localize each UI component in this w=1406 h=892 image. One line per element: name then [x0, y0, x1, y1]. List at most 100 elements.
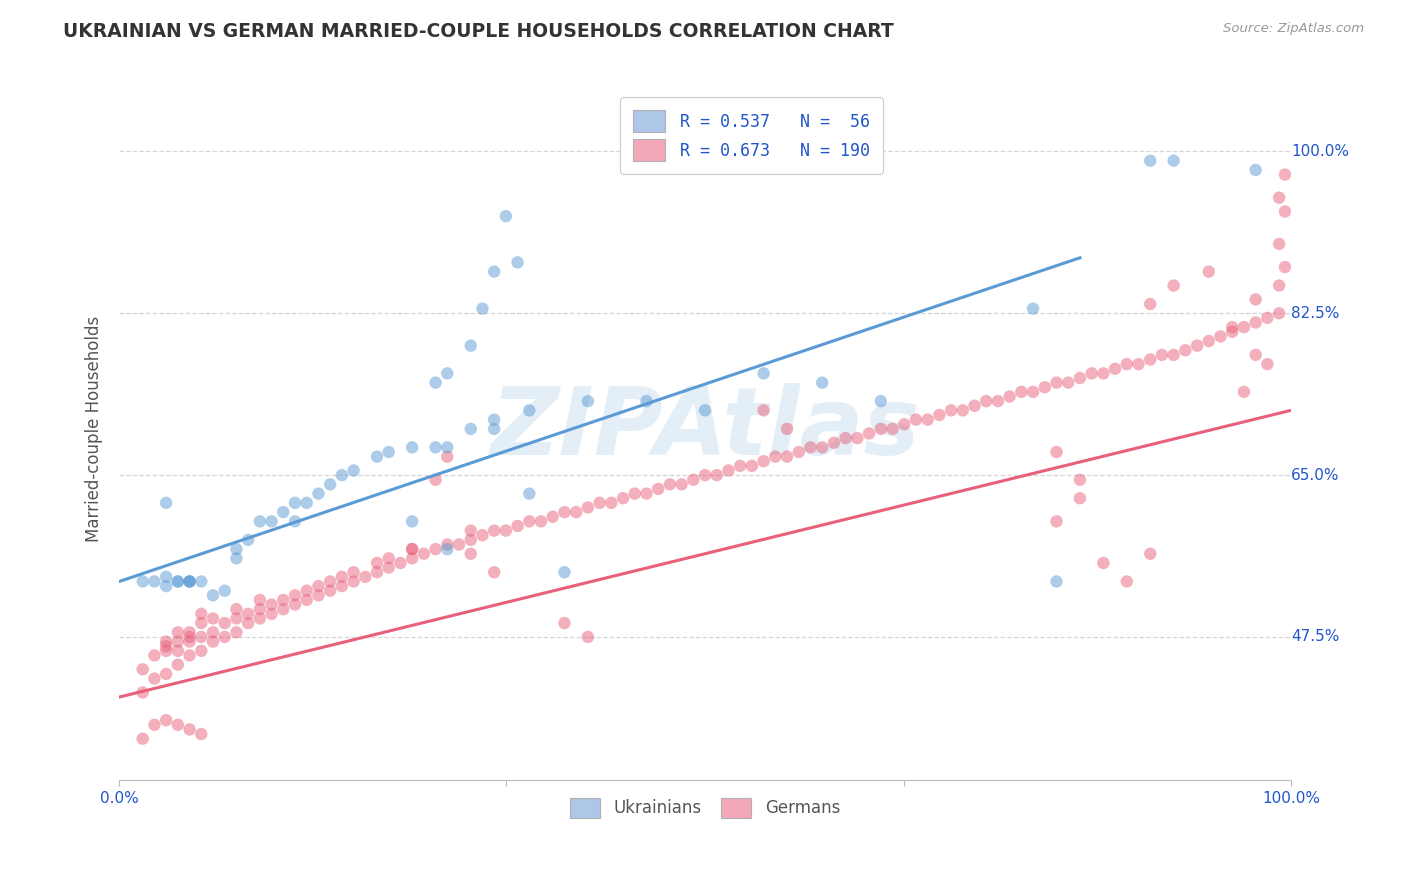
Point	[506, 519, 529, 533]
Point	[155, 667, 177, 681]
Point	[447, 537, 470, 551]
Point	[166, 644, 188, 658]
Point	[143, 574, 166, 589]
Point	[295, 593, 318, 607]
Text: Source: ZipAtlas.com: Source: ZipAtlas.com	[1223, 22, 1364, 36]
Point	[471, 528, 494, 542]
Point	[952, 403, 974, 417]
Point	[1209, 329, 1232, 343]
Point	[307, 588, 329, 602]
Point	[249, 514, 271, 528]
Point	[179, 723, 201, 737]
Point	[190, 727, 212, 741]
Point	[858, 426, 880, 441]
Point	[1033, 380, 1056, 394]
Point	[166, 574, 188, 589]
Point	[1045, 514, 1067, 528]
Point	[811, 441, 834, 455]
Point	[1115, 357, 1137, 371]
Point	[1198, 334, 1220, 348]
Point	[1268, 278, 1291, 293]
Point	[155, 579, 177, 593]
Point	[1244, 348, 1267, 362]
Point	[401, 542, 423, 557]
Point	[1069, 371, 1091, 385]
Point	[600, 496, 623, 510]
Point	[1022, 384, 1045, 399]
Point	[330, 570, 353, 584]
Point	[143, 718, 166, 732]
Point	[658, 477, 681, 491]
Point	[319, 574, 342, 589]
Point	[471, 301, 494, 316]
Point	[1139, 153, 1161, 168]
Point	[1163, 153, 1185, 168]
Text: ZIPAtlas: ZIPAtlas	[491, 383, 920, 475]
Point	[225, 551, 247, 566]
Point	[823, 435, 845, 450]
Point	[342, 463, 364, 477]
Point	[342, 565, 364, 579]
Point	[612, 491, 634, 506]
Point	[1268, 236, 1291, 251]
Point	[460, 533, 482, 547]
Point	[155, 639, 177, 653]
Point	[1010, 384, 1032, 399]
Point	[553, 565, 575, 579]
Point	[271, 602, 294, 616]
Point	[636, 486, 658, 500]
Point	[179, 648, 201, 663]
Point	[307, 579, 329, 593]
Point	[179, 625, 201, 640]
Point	[1057, 376, 1080, 390]
Point	[179, 574, 201, 589]
Point	[260, 598, 283, 612]
Point	[647, 482, 669, 496]
Point	[565, 505, 588, 519]
Point	[869, 394, 891, 409]
Point	[143, 648, 166, 663]
Point	[1274, 204, 1296, 219]
Point	[166, 634, 188, 648]
Point	[799, 441, 821, 455]
Point	[846, 431, 869, 445]
Point	[436, 367, 458, 381]
Point	[917, 412, 939, 426]
Point	[517, 403, 540, 417]
Point	[1220, 325, 1243, 339]
Point	[776, 422, 799, 436]
Point	[401, 542, 423, 557]
Point	[190, 644, 212, 658]
Point	[179, 574, 201, 589]
Point	[179, 630, 201, 644]
Point	[166, 574, 188, 589]
Point	[260, 514, 283, 528]
Point	[225, 542, 247, 557]
Point	[869, 422, 891, 436]
Point	[1080, 367, 1102, 381]
Point	[763, 450, 786, 464]
Point	[307, 486, 329, 500]
Point	[460, 547, 482, 561]
Point	[155, 496, 177, 510]
Point	[214, 616, 236, 631]
Point	[260, 607, 283, 621]
Point	[201, 588, 224, 602]
Point	[179, 634, 201, 648]
Point	[928, 408, 950, 422]
Point	[893, 417, 915, 432]
Point	[190, 616, 212, 631]
Point	[166, 718, 188, 732]
Point	[377, 551, 399, 566]
Text: 47.5%: 47.5%	[1291, 630, 1339, 644]
Text: 100.0%: 100.0%	[1291, 144, 1348, 159]
Point	[1268, 191, 1291, 205]
Point	[1274, 168, 1296, 182]
Point	[717, 463, 740, 477]
Point	[517, 514, 540, 528]
Point	[201, 634, 224, 648]
Point	[1268, 306, 1291, 320]
Point	[1139, 547, 1161, 561]
Point	[131, 662, 153, 676]
Point	[974, 394, 997, 409]
